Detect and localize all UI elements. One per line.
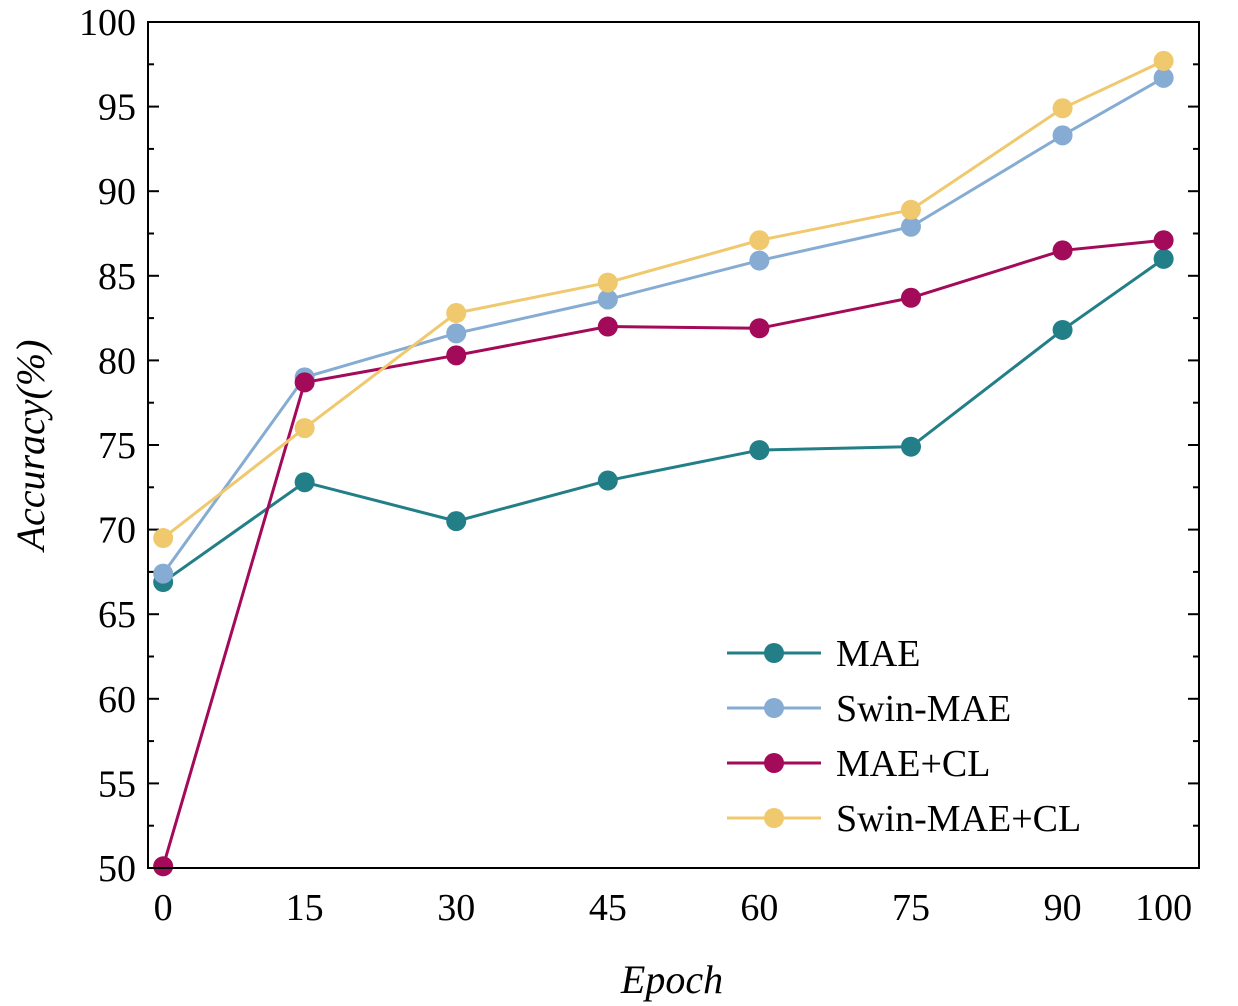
data-point-swin-mae <box>597 289 618 310</box>
y-tick-label: 60 <box>98 679 136 721</box>
legend-marker <box>764 808 784 828</box>
data-point-mae-cl <box>1052 240 1073 261</box>
y-tick-label: 55 <box>98 763 136 805</box>
series-line-swin-mae <box>161 76 1165 575</box>
data-point-swin-mae-cl <box>1153 50 1174 71</box>
y-tick-label: 70 <box>98 510 136 552</box>
data-point-mae <box>900 436 921 457</box>
y-tick-label: 90 <box>98 171 136 213</box>
data-point-swin-mae-cl <box>597 272 618 293</box>
data-point-swin-mae <box>1153 67 1174 88</box>
data-point-swin-mae-cl <box>749 230 770 251</box>
data-point-swin-mae-cl <box>446 303 467 324</box>
data-point-mae-cl <box>900 287 921 308</box>
y-axis-title: Accuracy(%) <box>8 340 53 554</box>
data-point-mae-cl <box>153 856 174 877</box>
x-tick-label: 60 <box>740 887 778 929</box>
legend: MAE Swin-MAE MAE+CL Swin-MAE+CL <box>727 633 1081 840</box>
series-mae-cl <box>153 230 1174 877</box>
plot-frame <box>147 21 1200 869</box>
legend-item-swin-mae-cl: Swin-MAE+CL <box>727 798 1081 840</box>
y-tick-label: 100 <box>79 2 136 44</box>
series-layer <box>153 50 1174 877</box>
legend-item-swin-mae: Swin-MAE <box>727 688 1011 730</box>
series-line-mae-cl <box>161 238 1164 867</box>
legend-item-mae: MAE <box>727 633 920 675</box>
data-point-mae-cl <box>1153 230 1174 251</box>
x-tick-label: 75 <box>892 887 930 929</box>
data-point-mae-cl <box>749 318 770 339</box>
data-point-mae-cl <box>597 316 618 337</box>
data-point-mae <box>597 470 618 491</box>
data-point-swin-mae <box>153 563 174 584</box>
series-line-mae <box>162 257 1165 584</box>
legend-marker <box>764 753 784 773</box>
series-line-swin-mae-cl <box>162 59 1165 540</box>
series-swin-mae-cl <box>153 50 1174 549</box>
data-point-swin-mae <box>749 250 770 271</box>
data-point-mae-cl <box>294 372 315 393</box>
y-tick-label: 80 <box>98 340 136 382</box>
y-tick-label: 95 <box>98 87 136 129</box>
data-point-mae <box>1052 319 1073 340</box>
legend-label: Swin-MAE <box>836 688 1011 730</box>
y-tick-label: 75 <box>98 425 136 467</box>
data-point-swin-mae-cl <box>1052 98 1073 119</box>
x-tick-label: 30 <box>437 887 475 929</box>
tick-labels: 50 55 60 65 70 75 80 85 90 95 100 0 15 30 45 60 75 90 100 <box>79 2 1192 929</box>
y-tick-label: 65 <box>98 594 136 636</box>
y-tick-label: 50 <box>98 848 136 890</box>
x-axis-title: Epoch <box>620 957 723 1002</box>
data-point-swin-mae-cl <box>294 418 315 439</box>
data-point-mae <box>446 511 467 532</box>
legend-marker <box>764 643 784 663</box>
legend-marker <box>764 698 784 718</box>
legend-item-mae-cl: MAE+CL <box>727 743 990 785</box>
data-point-swin-mae <box>1052 125 1073 146</box>
data-point-mae <box>1153 248 1174 269</box>
y-tick-label: 85 <box>98 256 136 298</box>
series-mae <box>153 248 1174 593</box>
data-point-mae <box>294 472 315 493</box>
x-tick-label: 100 <box>1135 887 1192 929</box>
data-point-swin-mae-cl <box>153 528 174 549</box>
x-tick-label: 0 <box>154 887 173 929</box>
legend-label: MAE <box>836 633 920 675</box>
data-point-swin-mae-cl <box>900 199 921 220</box>
data-point-mae-cl <box>446 345 467 366</box>
legend-label: Swin-MAE+CL <box>836 798 1081 840</box>
x-tick-label: 90 <box>1044 887 1082 929</box>
data-point-mae <box>749 440 770 461</box>
data-point-swin-mae <box>900 216 921 237</box>
legend-label: MAE+CL <box>836 743 990 785</box>
x-tick-label: 15 <box>286 887 324 929</box>
x-tick-label: 45 <box>589 887 627 929</box>
data-point-swin-mae <box>446 323 467 344</box>
